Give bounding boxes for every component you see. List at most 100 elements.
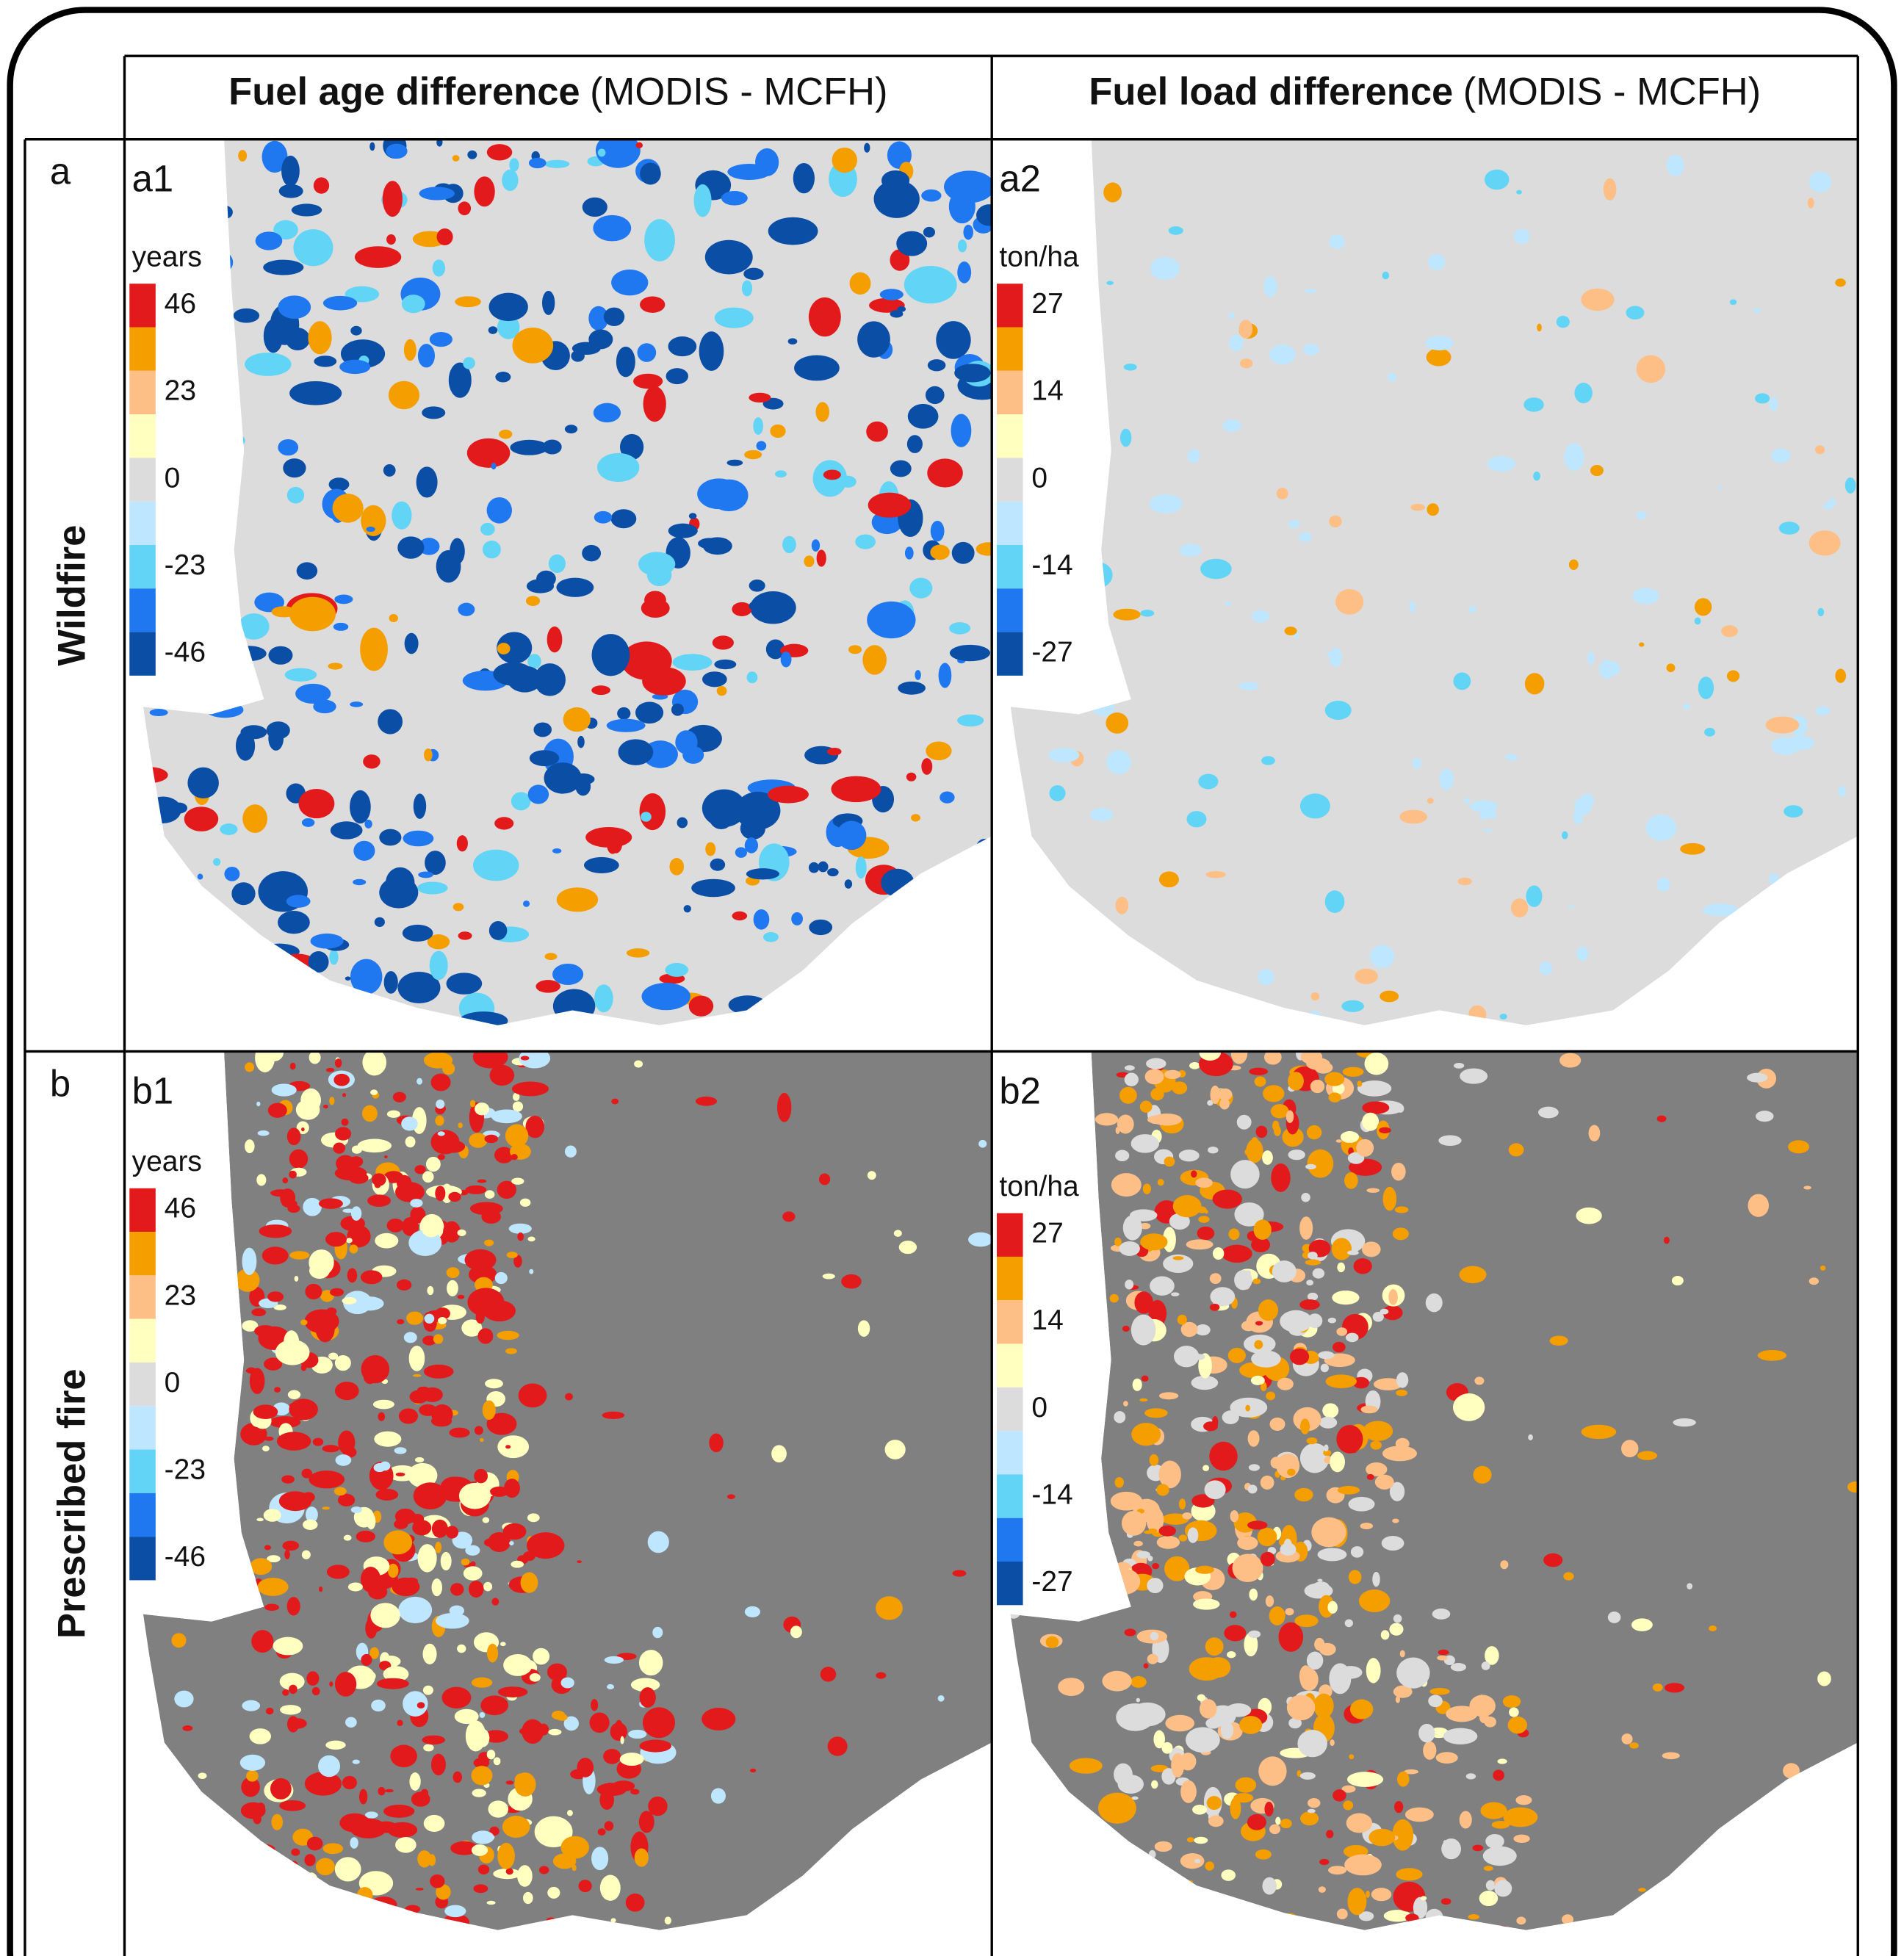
fire-patch	[1399, 809, 1427, 824]
fire-patch	[1130, 1675, 1147, 1688]
column-header: Fuel age difference (MODIS - MCFH)	[228, 71, 887, 114]
legend-swatch	[129, 327, 156, 371]
fire-patch	[259, 1633, 270, 1639]
fire-patch	[1278, 1622, 1304, 1652]
fire-patch	[336, 1910, 361, 1924]
fire-patch	[744, 837, 759, 854]
fire-patch	[1399, 1650, 1405, 1658]
fire-patch	[1307, 1808, 1316, 1814]
fire-patch	[1253, 1219, 1272, 1240]
fire-patch	[471, 1766, 493, 1786]
fire-patch	[1748, 1194, 1770, 1217]
fire-patch	[577, 1758, 594, 1778]
fire-patch	[1588, 1125, 1601, 1142]
fire-patch	[635, 142, 643, 148]
fire-patch	[1344, 1854, 1382, 1876]
fire-patch	[301, 1468, 313, 1479]
legend-swatch	[996, 458, 1023, 502]
fire-patch	[566, 1810, 573, 1816]
fire-patch	[239, 1925, 263, 1930]
fire-patch	[425, 1945, 432, 1948]
fire-patch	[926, 741, 952, 761]
legend-swatch	[129, 1537, 156, 1581]
fire-patch	[1329, 647, 1342, 667]
legend-tick-label: 0	[1031, 1392, 1047, 1423]
fire-patch	[855, 856, 867, 879]
fire-patch	[1172, 1195, 1202, 1218]
legend-swatch	[129, 284, 156, 328]
fire-patch	[411, 1938, 423, 1946]
fire-patch	[1310, 1079, 1325, 1094]
fire-patch	[1313, 1693, 1334, 1719]
fire-patch	[937, 1695, 945, 1702]
fire-patch	[301, 818, 315, 827]
fire-patch	[1459, 1266, 1487, 1284]
fire-patch	[452, 155, 460, 162]
fire-patch	[582, 544, 602, 562]
fire-patch	[1173, 1346, 1200, 1368]
fire-patch	[732, 602, 752, 616]
fire-patch	[1161, 1742, 1173, 1754]
fire-patch	[208, 431, 245, 450]
fire-patch	[714, 307, 754, 328]
fire-patch	[480, 522, 495, 536]
fire-patch	[957, 714, 984, 727]
fire-patch	[1340, 1130, 1360, 1143]
fire-patch	[394, 1508, 416, 1525]
fire-patch	[551, 1919, 565, 1930]
fire-patch	[1656, 877, 1670, 892]
fire-patch	[564, 425, 578, 434]
fire-patch	[343, 1534, 352, 1541]
fire-patch	[1147, 1578, 1164, 1594]
fire-patch	[231, 646, 267, 662]
fire-patch	[298, 1112, 306, 1118]
fire-patch	[454, 1708, 479, 1724]
fire-patch	[1140, 610, 1155, 617]
fire-patch	[386, 1219, 405, 1233]
legend-unit: ton/ha	[999, 1171, 1079, 1202]
fire-patch	[1150, 1631, 1159, 1641]
fire-patch	[334, 1382, 359, 1401]
fire-patch	[396, 1174, 412, 1191]
fire-patch	[233, 308, 260, 323]
fire-patch	[1102, 1670, 1132, 1692]
fire-patch	[552, 989, 596, 1023]
fire-patch	[762, 931, 779, 942]
fire-patch	[1327, 1600, 1338, 1614]
fire-patch	[1297, 1730, 1327, 1758]
fire-patch	[1164, 1556, 1190, 1581]
fire-patch	[458, 1122, 463, 1128]
fire-patch	[458, 201, 472, 216]
fire-patch	[1482, 1846, 1517, 1866]
fire-patch	[1272, 1120, 1280, 1131]
fire-patch	[1193, 1598, 1220, 1610]
fire-patch	[1835, 278, 1846, 287]
fire-patch	[1494, 1880, 1512, 1897]
fire-patch	[1490, 1932, 1499, 1949]
fire-patch	[1141, 1375, 1149, 1382]
fire-patch	[1844, 477, 1856, 494]
fire-patch	[1045, 1636, 1059, 1648]
fire-patch	[1479, 1891, 1499, 1907]
fire-patch	[1204, 1480, 1226, 1500]
fire-patch	[505, 1445, 511, 1449]
fire-patch	[827, 867, 839, 877]
fire-patch	[1680, 842, 1706, 855]
fire-patch	[1097, 1559, 1103, 1568]
fire-patch	[322, 1506, 331, 1510]
fire-patch	[1237, 1536, 1258, 1551]
fire-patch	[527, 1532, 565, 1559]
fire-patch	[1468, 605, 1476, 613]
fire-patch	[1516, 190, 1522, 195]
fire-patch	[304, 1854, 316, 1866]
fire-patch	[910, 948, 919, 958]
fire-patch	[1227, 1348, 1246, 1363]
fire-patch	[1175, 1903, 1200, 1916]
fire-patch	[640, 162, 661, 185]
fire-patch	[522, 900, 530, 907]
fire-patch	[940, 791, 955, 804]
fire-patch	[379, 876, 419, 909]
fire-patch	[1119, 1086, 1137, 1104]
fire-patch	[520, 1572, 538, 1593]
fire-patch	[868, 492, 912, 518]
